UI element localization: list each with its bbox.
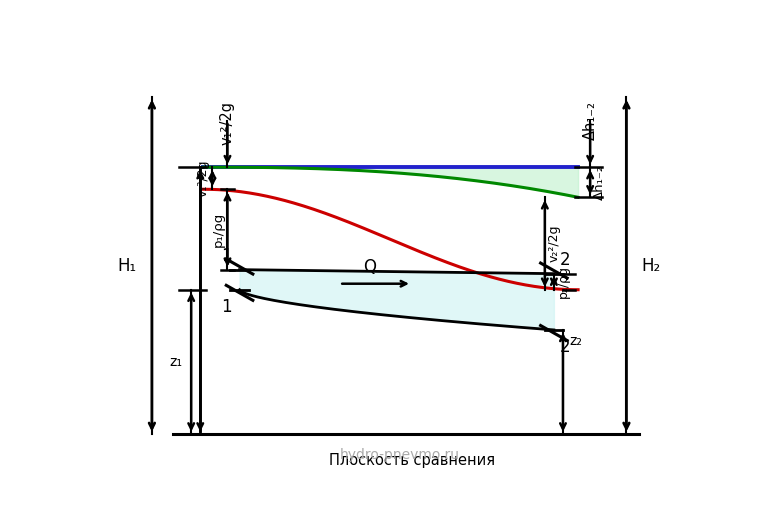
Text: z₂: z₂ [569,334,582,348]
Text: H₁: H₁ [118,257,136,275]
Text: p₁/ρg: p₁/ρg [211,212,225,247]
Text: v₁²/2g: v₁²/2g [220,101,235,145]
Text: 1: 1 [221,246,232,265]
Text: Плоскость сравнения: Плоскость сравнения [329,453,495,468]
Text: H₂: H₂ [642,257,661,275]
Text: v₂²/2g: v₂²/2g [548,225,561,262]
Text: 2: 2 [559,338,570,356]
Text: Δh₁₋₂: Δh₁₋₂ [583,101,597,140]
Text: hydro-pnevmo.ru: hydro-pnevmo.ru [340,447,459,461]
Text: Δh₁₋₂: Δh₁₋₂ [594,164,606,200]
Text: v₁²/2g: v₁²/2g [197,159,209,197]
Text: Q: Q [363,258,376,277]
Text: p₂/ρg: p₂/ρg [557,265,570,298]
Text: 1: 1 [221,298,232,316]
Text: z₁: z₁ [169,355,182,369]
Text: 2: 2 [559,251,570,269]
